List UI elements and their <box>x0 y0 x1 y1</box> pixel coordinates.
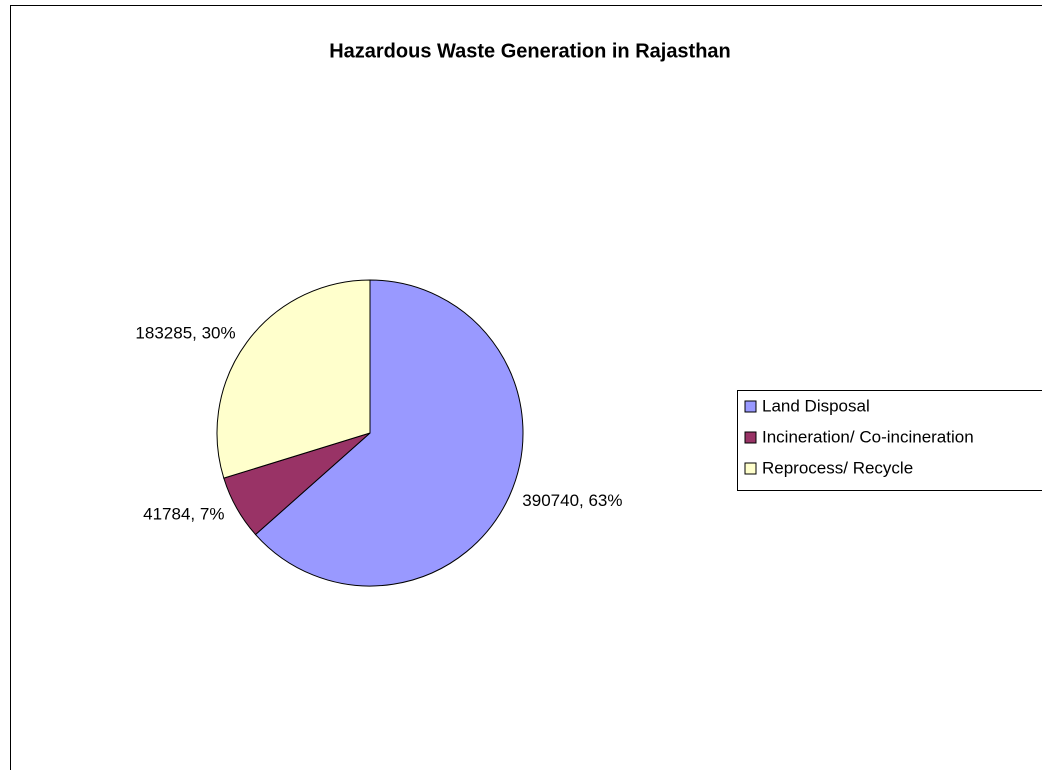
data-label: 41784, 7% <box>143 504 224 523</box>
pie-slice <box>254 279 524 587</box>
legend-swatch <box>744 462 757 475</box>
legend-box <box>737 390 1042 491</box>
chart-title: Hazardous Waste Generation in Rajasthan <box>329 40 731 62</box>
data-label: 183285, 30% <box>135 323 235 342</box>
data-label: 390740, 63% <box>522 491 622 510</box>
legend-label: Incineration/ Co-incineration <box>762 427 974 446</box>
legend-label: Land Disposal <box>762 396 870 415</box>
legend-label: Reprocess/ Recycle <box>762 458 913 477</box>
pie-slice <box>216 279 371 479</box>
chart-border <box>10 5 1042 770</box>
legend-swatch <box>744 400 757 413</box>
legend-swatch <box>744 431 757 444</box>
